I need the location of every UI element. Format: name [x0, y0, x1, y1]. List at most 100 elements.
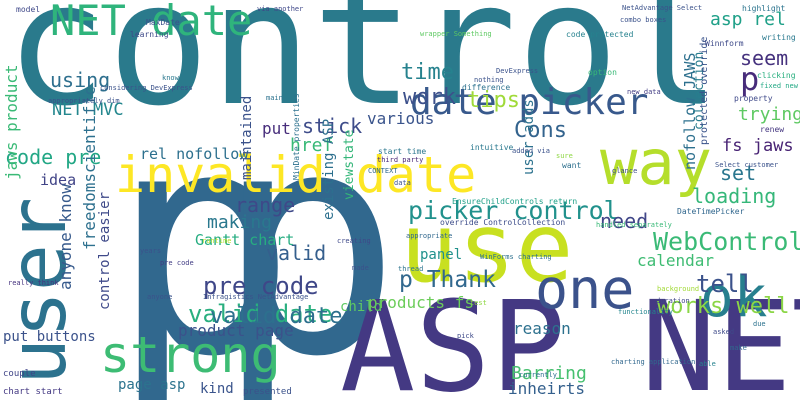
cloud-word: trying	[738, 104, 800, 125]
cloud-word: invalid date	[115, 146, 477, 204]
cloud-word: seem	[740, 46, 789, 70]
cloud-word: pre code	[160, 259, 194, 267]
cloud-word: tell	[696, 270, 754, 298]
cloud-word: loading	[692, 184, 777, 208]
cloud-word: ok	[700, 265, 768, 330]
cloud-word: override ControlCollection	[440, 218, 566, 227]
cloud-word: glance	[612, 167, 638, 175]
cloud-word: third party	[377, 156, 424, 164]
cloud-word: want	[562, 161, 582, 170]
cloud-word: property	[734, 94, 773, 103]
cloud-word: background	[657, 285, 700, 293]
cloud-word: highlight	[742, 4, 786, 13]
cloud-word: wrapper Something	[420, 30, 492, 38]
cloud-word: made	[352, 264, 369, 272]
cloud-word: page asp	[118, 377, 186, 393]
cloud-word: one	[535, 257, 635, 321]
cloud-word: p Thank	[399, 267, 496, 293]
cloud-word: NET date	[50, 0, 253, 45]
cloud-word: asp rel	[710, 9, 786, 30]
cloud-word: combo boxes	[620, 16, 667, 24]
cloud-word: idea	[40, 171, 77, 189]
cloud-word: maintained	[239, 95, 255, 180]
cloud-word: ASP NET	[340, 275, 800, 400]
cloud-word: p	[110, 64, 297, 400]
cloud-word: presented	[243, 387, 292, 397]
cloud-word: picker control	[408, 196, 619, 225]
cloud-word: learning	[130, 30, 169, 39]
cloud-word: intuitive	[470, 143, 514, 152]
cloud-word: code protected	[566, 30, 634, 39]
cloud-word: p	[740, 60, 760, 98]
cloud-word: rel nofollow	[140, 145, 249, 163]
cloud-word: via another	[257, 5, 304, 13]
cloud-word: MinDate properties	[292, 93, 301, 180]
cloud-word: fs jaws	[722, 136, 794, 156]
cloud-word: stick	[302, 114, 363, 138]
cloud-word: WinForms charting	[480, 253, 552, 261]
cloud-word: data	[394, 179, 411, 187]
cloud-word: NET MVC	[52, 100, 124, 120]
cloud-word: set	[720, 161, 757, 185]
cloud-word: protected override	[699, 36, 710, 145]
cloud-word: existing ASP	[321, 118, 337, 220]
cloud-word: put buttons	[3, 329, 96, 345]
cloud-word: anyone	[147, 293, 173, 301]
cloud-word: MaxDate	[146, 18, 180, 27]
cloud-word: main	[266, 94, 283, 102]
cloud-word: inheirts	[508, 379, 586, 398]
cloud-word: Barring	[511, 363, 587, 384]
cloud-word: panel	[420, 247, 463, 263]
cloud-word: duration	[656, 297, 690, 305]
cloud-word: calendar	[637, 251, 715, 270]
cloud-word: WebControl	[653, 227, 800, 256]
cloud-word: control	[5, 0, 722, 144]
cloud-word: CONTEXT	[368, 167, 398, 175]
cloud-word: due	[753, 320, 766, 328]
cloud-word: time	[401, 60, 454, 85]
cloud-word: child	[340, 299, 383, 315]
cloud-word: functionality	[618, 308, 673, 316]
cloud-word: anyone know	[56, 184, 75, 290]
cloud-word: fixed new	[760, 82, 798, 90]
cloud-word: sure	[556, 152, 573, 160]
cloud-word: Gantt chart	[195, 231, 295, 249]
cloud-word: DevExpress	[496, 67, 539, 75]
cloud-word: Infragistics NetAdvantage	[203, 293, 309, 301]
cloud-word: p	[215, 64, 402, 400]
cloud-word: valid	[266, 241, 327, 265]
cloud-word: code pre	[5, 145, 102, 169]
cloud-word: making	[207, 212, 273, 233]
cloud-word: writing	[762, 33, 796, 42]
cloud-word: tips	[467, 88, 520, 113]
cloud-word: Winnform	[705, 39, 744, 48]
cloud-word: work	[403, 85, 456, 110]
cloud-word: clicking	[757, 71, 796, 80]
cloud-word: works well	[657, 294, 790, 319]
cloud-word: difference	[462, 83, 511, 92]
cloud-word: valid date	[210, 304, 343, 329]
cloud-word: test	[470, 299, 487, 307]
cloud-word: currently	[519, 371, 557, 379]
cloud-word: EnsureChildControls return	[452, 197, 578, 206]
cloud-word: really think	[8, 279, 59, 287]
cloud-word: jaws product	[2, 64, 21, 180]
cloud-word: appropriate	[406, 232, 453, 240]
cloud-word: make	[730, 344, 747, 352]
cloud-word: new data	[627, 88, 661, 96]
cloud-word: appropriately dim	[48, 97, 120, 105]
cloud-word: thread	[398, 265, 424, 273]
cloud-word: model	[16, 5, 41, 14]
cloud-word: asked	[713, 328, 735, 336]
cloud-word: know	[162, 74, 179, 82]
cloud-word: date picker	[410, 82, 649, 123]
cloud-word: nothing	[474, 76, 504, 84]
cloud-word: chart start	[3, 387, 63, 397]
cloud-word: creating	[337, 237, 371, 245]
cloud-word: NetAdvantage Select	[622, 4, 703, 12]
cloud-word: pick	[457, 332, 474, 340]
cloud-word: href	[290, 135, 334, 156]
cloud-word: pre code	[203, 272, 319, 300]
cloud-word: able	[699, 360, 716, 368]
cloud-word: DateTimePicker	[677, 207, 745, 216]
